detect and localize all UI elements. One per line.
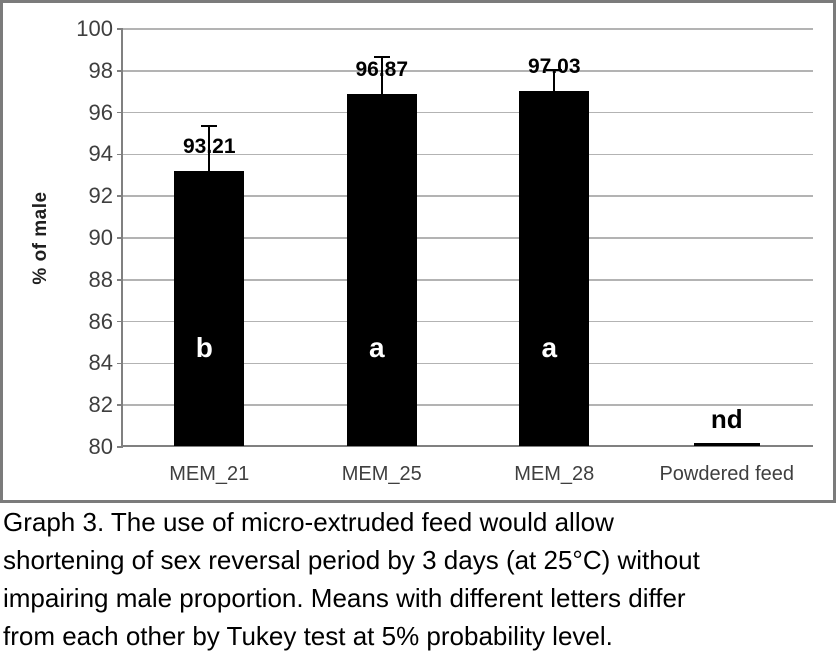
gridline xyxy=(123,70,813,72)
y-axis-tick-label: 84 xyxy=(88,350,113,376)
gridline xyxy=(123,362,813,365)
y-axis-tick xyxy=(117,70,123,72)
y-axis-tick-label: 90 xyxy=(88,225,113,250)
chart-frame xyxy=(0,0,836,503)
error-bar-cap xyxy=(373,55,390,58)
group-letter: a xyxy=(368,331,385,363)
error-bar xyxy=(553,70,556,92)
y-axis-tick xyxy=(117,237,123,239)
y-axis-tick xyxy=(117,320,123,323)
y-axis-line xyxy=(121,29,123,447)
value-label: 93.21 xyxy=(182,134,236,158)
group-letter: b xyxy=(195,331,213,363)
gridline xyxy=(123,237,813,239)
error-bar-cap xyxy=(201,124,218,127)
y-axis-tick xyxy=(117,195,123,197)
value-label: 97.03 xyxy=(527,55,581,79)
x-axis-line xyxy=(121,445,813,447)
y-axis-tick-label: 96 xyxy=(88,99,113,125)
y-axis-tick-label: 82 xyxy=(88,392,113,418)
x-axis-label: MEM_21 xyxy=(169,463,250,485)
y-axis-tick xyxy=(117,153,123,156)
error-bar xyxy=(208,125,211,171)
bar xyxy=(346,94,417,446)
y-axis-tick xyxy=(117,446,123,448)
y-axis-tick-label: 86 xyxy=(88,308,113,334)
gridline xyxy=(123,153,813,156)
caption-line: Graph 3. The use of micro-extruded feed … xyxy=(3,507,614,537)
x-axis-label: MEM_25 xyxy=(341,463,422,485)
x-axis-label: MEM_28 xyxy=(514,463,595,485)
caption-line: from each other by Tukey test at 5% prob… xyxy=(3,621,613,651)
y-axis-tick-label: 88 xyxy=(88,266,113,292)
value-label: nd xyxy=(710,404,743,434)
bar xyxy=(174,170,245,446)
y-axis-tick xyxy=(117,111,123,114)
nd-bar xyxy=(693,443,760,446)
group-letter: a xyxy=(541,331,558,363)
y-axis-tick-label: 80 xyxy=(88,434,113,459)
gridline xyxy=(123,195,813,197)
caption-line: impairing male proportion. Means with di… xyxy=(3,583,686,613)
x-axis-label: Powdered feed xyxy=(659,463,795,485)
bar xyxy=(519,91,590,446)
error-bar-cap xyxy=(546,69,563,72)
y-axis-tick xyxy=(117,28,123,30)
gridline xyxy=(123,279,813,281)
gridline xyxy=(123,320,813,323)
plot-area: % of male 80 82 84 86 88 90 92 94 96 98 100 93.21 b M… xyxy=(30,16,813,485)
gridline xyxy=(123,111,813,114)
y-axis-tick-label: 100 xyxy=(76,16,113,41)
y-axis-tick xyxy=(117,362,123,365)
gridline xyxy=(123,28,813,30)
value-label: 96.87 xyxy=(355,58,409,82)
y-axis-tick xyxy=(117,279,123,281)
gridline xyxy=(123,404,813,406)
y-axis-tick-label: 98 xyxy=(88,57,113,83)
caption-line: shortening of sex reversal period by 3 d… xyxy=(3,545,700,575)
y-axis-title: % of male xyxy=(30,191,51,285)
y-axis-tick-label: 92 xyxy=(88,183,113,209)
y-axis-tick-label: 94 xyxy=(88,141,113,167)
caption: Graph 3. The use of micro-extruded feed … xyxy=(3,503,837,655)
error-bar xyxy=(380,56,383,95)
y-axis-tick xyxy=(117,404,123,406)
